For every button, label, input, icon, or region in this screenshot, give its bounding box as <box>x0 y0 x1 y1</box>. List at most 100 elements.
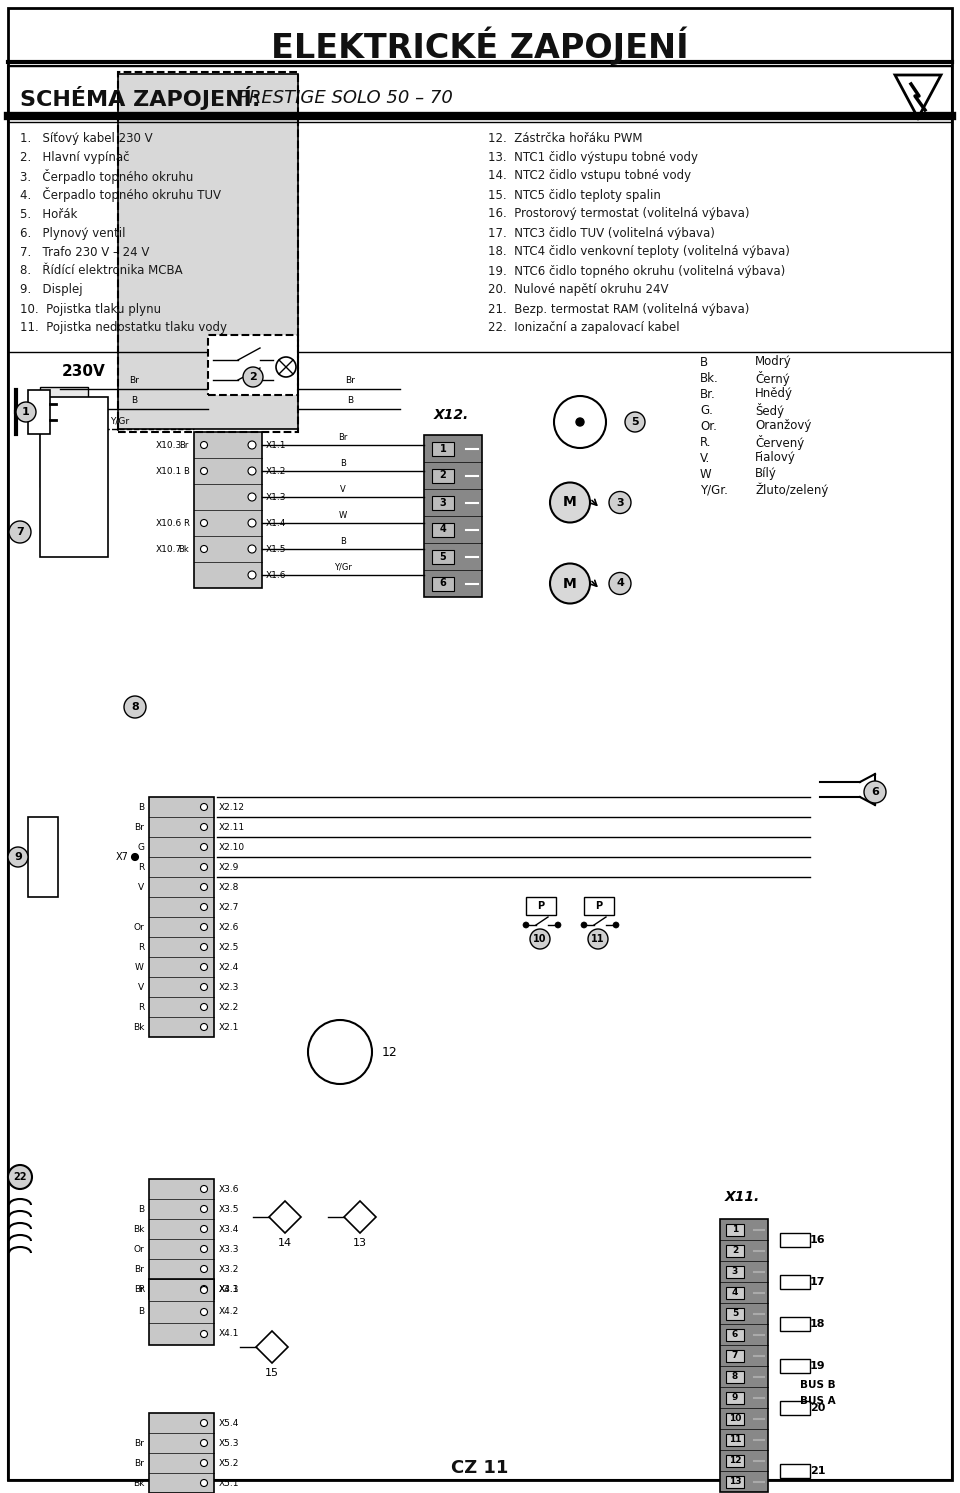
Circle shape <box>201 1226 207 1233</box>
Text: X1.5: X1.5 <box>266 545 286 554</box>
Text: 4: 4 <box>440 524 446 534</box>
Text: Oranžový: Oranžový <box>755 420 811 433</box>
Text: 13: 13 <box>729 1477 741 1486</box>
Bar <box>726 1266 744 1278</box>
Text: W: W <box>700 467 711 481</box>
Bar <box>432 576 454 591</box>
Text: X2.10: X2.10 <box>219 842 245 851</box>
Text: M: M <box>564 496 577 509</box>
Text: X10.6: X10.6 <box>156 518 182 527</box>
Bar <box>149 1280 214 1345</box>
Polygon shape <box>269 1200 301 1233</box>
Text: V: V <box>138 882 144 891</box>
Text: 3: 3 <box>732 1268 738 1277</box>
Text: V.: V. <box>700 451 710 464</box>
Bar <box>28 390 50 434</box>
Text: Žluto/zelený: Žluto/zelený <box>755 482 828 497</box>
Circle shape <box>201 944 207 951</box>
Circle shape <box>201 924 207 930</box>
Text: Y/Gr: Y/Gr <box>334 563 352 572</box>
Bar <box>780 1465 810 1478</box>
Text: 19: 19 <box>810 1362 826 1371</box>
Text: X1.3: X1.3 <box>266 493 286 502</box>
Text: 8.   Řídící elektronika MCBA: 8. Řídící elektronika MCBA <box>20 264 182 278</box>
Bar <box>208 334 298 396</box>
Text: B: B <box>138 803 144 812</box>
Circle shape <box>201 803 207 811</box>
Text: X3.2: X3.2 <box>219 1265 239 1274</box>
Text: Bk: Bk <box>132 1224 144 1233</box>
Text: P: P <box>538 900 544 911</box>
Text: R: R <box>137 942 144 951</box>
Text: 4.   Čerpadlo topného okruhu TUV: 4. Čerpadlo topného okruhu TUV <box>20 188 221 203</box>
Text: 16.  Prostorový termostat (volitelná výbava): 16. Prostorový termostat (volitelná výba… <box>488 208 750 221</box>
Text: CZ 11: CZ 11 <box>451 1459 509 1477</box>
Circle shape <box>201 1480 207 1487</box>
Text: X11.: X11. <box>725 1190 760 1203</box>
Text: R.: R. <box>700 436 711 448</box>
Bar <box>118 72 298 431</box>
Circle shape <box>201 1308 207 1315</box>
Text: Br: Br <box>134 1285 144 1294</box>
Text: B: B <box>138 1205 144 1214</box>
Text: Bk: Bk <box>132 1023 144 1032</box>
Text: Br: Br <box>338 433 348 442</box>
Polygon shape <box>256 1330 288 1363</box>
Text: X1.4: X1.4 <box>266 518 286 527</box>
Text: 17.  NTC3 čidlo TUV (volitelná výbava): 17. NTC3 čidlo TUV (volitelná výbava) <box>488 227 715 239</box>
Circle shape <box>248 545 256 552</box>
Text: X10.3: X10.3 <box>156 440 182 449</box>
Text: 3: 3 <box>616 497 624 508</box>
Bar <box>726 1223 744 1236</box>
Text: V: V <box>138 982 144 991</box>
Text: 7: 7 <box>732 1351 738 1360</box>
Text: 1: 1 <box>732 1224 738 1235</box>
Text: X5.2: X5.2 <box>219 1459 239 1468</box>
Bar <box>780 1359 810 1374</box>
Text: X2.12: X2.12 <box>219 803 245 812</box>
Bar <box>720 1218 768 1492</box>
Text: 5: 5 <box>631 417 638 427</box>
Bar <box>432 549 454 563</box>
Text: 6: 6 <box>440 578 446 588</box>
Bar <box>726 1391 744 1403</box>
Text: X1.1: X1.1 <box>266 440 286 449</box>
Text: 6: 6 <box>732 1330 738 1339</box>
Text: 1.   Síťový kabel 230 V: 1. Síťový kabel 230 V <box>20 131 153 145</box>
Bar <box>149 797 214 1038</box>
Circle shape <box>613 923 619 929</box>
Text: Br: Br <box>134 1438 144 1448</box>
Text: 11: 11 <box>591 935 605 944</box>
Text: X2.7: X2.7 <box>219 902 239 912</box>
Text: 7: 7 <box>16 527 24 537</box>
Circle shape <box>248 467 256 475</box>
Text: BUS B: BUS B <box>800 1380 835 1390</box>
Text: 12: 12 <box>382 1045 397 1059</box>
Text: 21: 21 <box>810 1466 826 1477</box>
Text: 13: 13 <box>353 1238 367 1248</box>
Bar <box>726 1412 744 1424</box>
Circle shape <box>132 854 138 860</box>
Text: X2.8: X2.8 <box>219 882 239 891</box>
Text: BUS A: BUS A <box>800 1396 835 1406</box>
Text: 7.   Trafo 230 V – 24 V: 7. Trafo 230 V – 24 V <box>20 245 150 258</box>
Text: 17: 17 <box>810 1277 826 1287</box>
Circle shape <box>248 520 256 527</box>
Circle shape <box>201 963 207 970</box>
Circle shape <box>124 696 146 718</box>
Text: Y/Gr: Y/Gr <box>110 417 130 426</box>
Text: X5.4: X5.4 <box>219 1418 239 1427</box>
Bar <box>432 523 454 536</box>
Text: G.: G. <box>700 403 713 417</box>
Bar <box>40 397 108 557</box>
Circle shape <box>308 1020 372 1084</box>
Text: 22.  Ionizační a zapalovací kabel: 22. Ionizační a zapalovací kabel <box>488 321 680 334</box>
Text: X1.2: X1.2 <box>266 466 286 475</box>
Text: 2.   Hlavní vypínač: 2. Hlavní vypínač <box>20 151 130 164</box>
Text: 2: 2 <box>250 372 257 382</box>
Text: Bk: Bk <box>132 1478 144 1487</box>
Text: X3.4: X3.4 <box>219 1224 239 1233</box>
Text: Br: Br <box>129 376 139 385</box>
Circle shape <box>201 520 207 527</box>
Text: 4: 4 <box>616 578 624 588</box>
